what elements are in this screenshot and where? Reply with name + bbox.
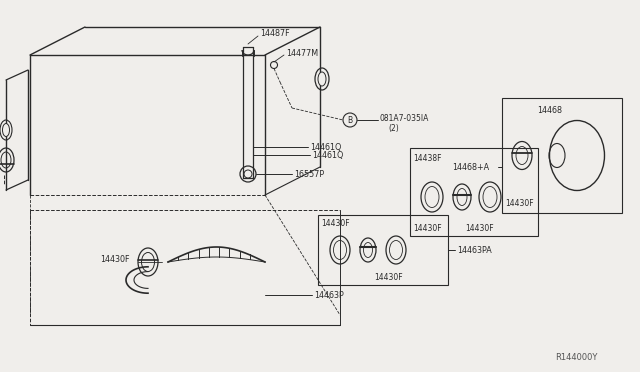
Text: 14463PA: 14463PA: [457, 246, 492, 254]
Bar: [410, 148, 538, 236]
Bar: [318, 215, 448, 285]
Text: 14430F: 14430F: [413, 224, 442, 232]
Text: B: B: [348, 115, 353, 125]
Text: 14430F: 14430F: [374, 273, 403, 282]
Text: 14468: 14468: [537, 106, 562, 115]
Ellipse shape: [318, 72, 326, 86]
Ellipse shape: [3, 124, 10, 137]
Text: 14463P: 14463P: [314, 291, 344, 299]
Text: (2): (2): [388, 124, 399, 132]
Text: 14430F: 14430F: [465, 224, 493, 232]
Text: 16557P: 16557P: [294, 170, 324, 179]
Text: 14430F: 14430F: [505, 199, 534, 208]
Text: 14461Q: 14461Q: [312, 151, 344, 160]
Text: 14468+A: 14468+A: [452, 163, 489, 171]
Text: R144000Y: R144000Y: [555, 353, 597, 362]
Text: 081A7-035IA: 081A7-035IA: [380, 113, 429, 122]
Bar: [502, 98, 622, 213]
Text: 14430F: 14430F: [100, 256, 129, 264]
Circle shape: [244, 170, 252, 178]
Text: 14430F: 14430F: [321, 218, 349, 228]
Text: 14461Q: 14461Q: [310, 142, 341, 151]
Text: 14487F: 14487F: [260, 29, 290, 38]
Text: 14477M: 14477M: [286, 48, 318, 58]
Text: 14438F: 14438F: [413, 154, 442, 163]
